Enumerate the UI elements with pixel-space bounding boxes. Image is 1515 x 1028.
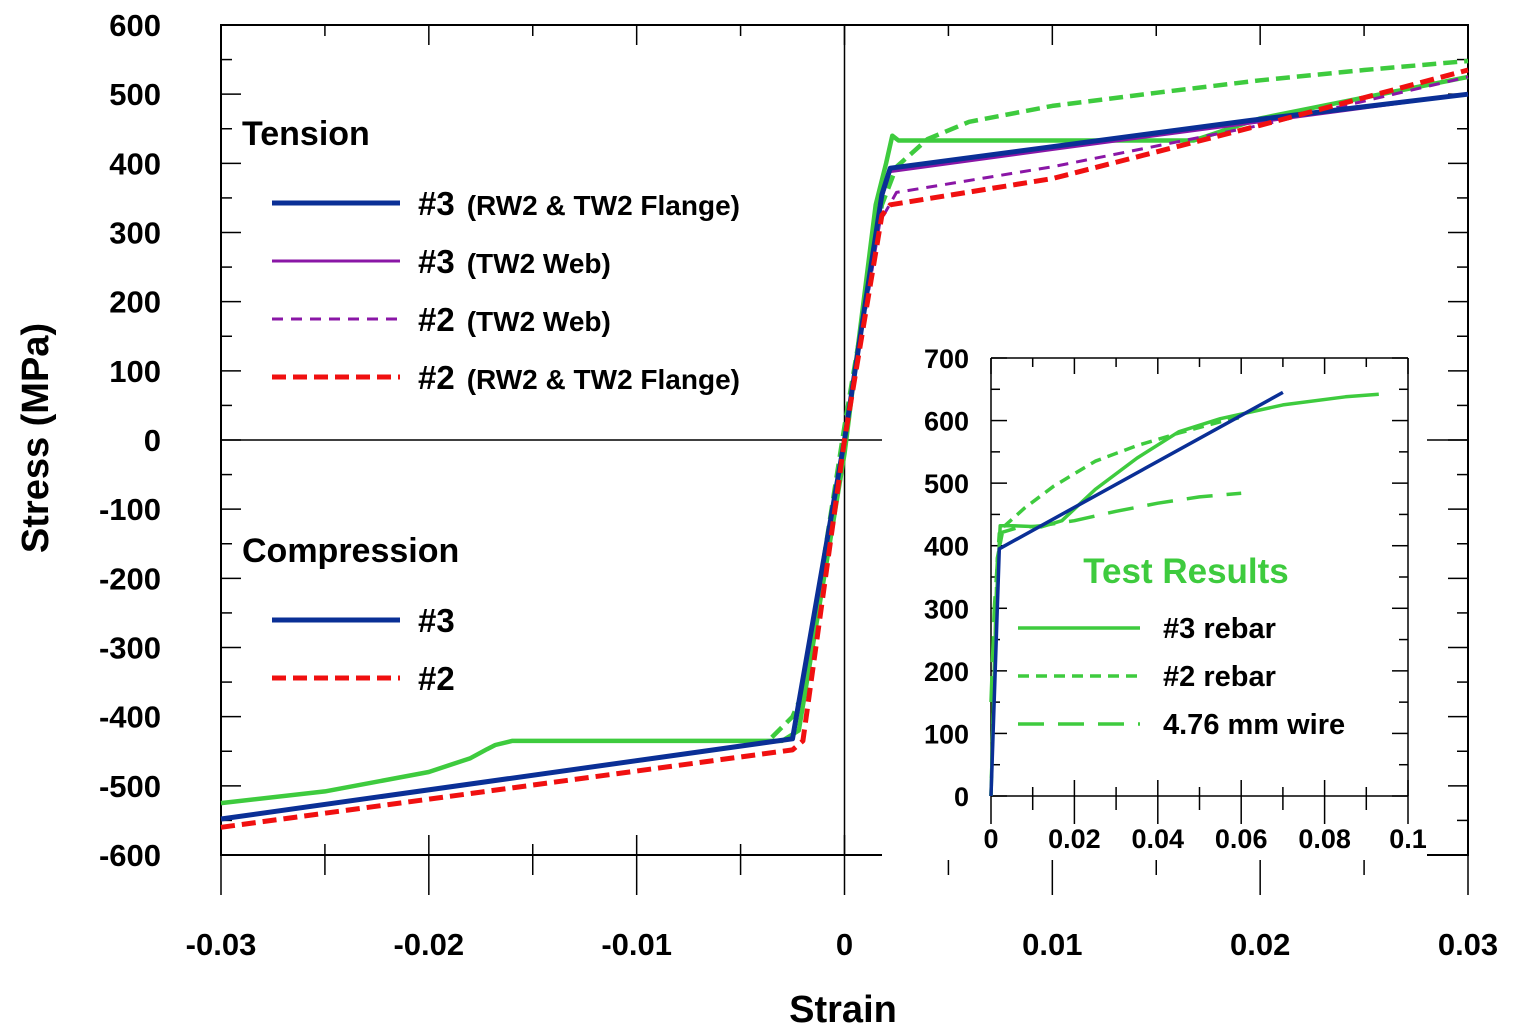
y-tick-label: 100 xyxy=(109,354,161,389)
x-axis-title: Strain xyxy=(789,989,897,1028)
inset-series-line xyxy=(989,392,1379,797)
series-line xyxy=(220,91,1469,822)
y-tick-label: -100 xyxy=(99,492,161,527)
inset-y-tick-label: 100 xyxy=(924,719,969,749)
inset-series-line xyxy=(989,390,1284,797)
x-tick-label: 0.01 xyxy=(1022,927,1082,962)
inset-y-tick-label: 0 xyxy=(954,782,969,812)
legend-label: #2 (TW2 Web) xyxy=(418,301,611,338)
legend-heading: Compression xyxy=(242,532,459,570)
y-tick-label: -200 xyxy=(99,561,161,596)
legend-label: #3 (RW2 & TW2 Flange) xyxy=(418,185,740,222)
y-tick-label: 300 xyxy=(109,216,161,251)
inset-x-tick-label: 0.08 xyxy=(1298,824,1351,854)
legend-label: #2 (RW2 & TW2 Flange) xyxy=(418,359,740,396)
inset-y-tick-label: 600 xyxy=(924,407,969,437)
x-tick-label: 0.03 xyxy=(1438,927,1498,962)
x-tick-label: 0 xyxy=(836,927,853,962)
inset-plot: 700 600 500 400 300 200 100 00 0.02 0.04 0.06 0.08 0… xyxy=(882,340,1427,860)
inset-legend-label: #2 rebar xyxy=(1163,661,1276,693)
y-tick-label: -500 xyxy=(99,769,161,804)
y-tick-label: 500 xyxy=(109,77,161,112)
legend-label: #3 xyxy=(418,602,455,639)
inset-x-tick-label: 0.06 xyxy=(1215,824,1268,854)
inset-x-tick-label: 0.04 xyxy=(1132,824,1185,854)
x-tick-label: 0.02 xyxy=(1230,927,1290,962)
inset-y-tick-label: 400 xyxy=(924,532,969,562)
inset-x-tick-label: 0.02 xyxy=(1048,824,1101,854)
legend-heading: Tension xyxy=(242,115,370,153)
inset-legend-label: 4.76 mm wire xyxy=(1163,709,1345,741)
x-tick-label: -0.01 xyxy=(601,927,672,962)
inset-background xyxy=(882,340,1427,860)
inset-legend-label: #3 rebar xyxy=(1163,613,1276,645)
inset-x-tick-label: 0 xyxy=(983,824,998,854)
y-tick-label: 600 xyxy=(109,8,161,43)
inset-legend-title: Test Results xyxy=(1083,552,1289,591)
inset-series-line xyxy=(989,491,1242,703)
y-tick-label: -300 xyxy=(99,631,161,666)
y-tick-label: -600 xyxy=(99,838,161,873)
legend-label: #2 xyxy=(418,660,455,697)
y-tick-label: 400 xyxy=(109,146,161,181)
inset-y-tick-label: 200 xyxy=(924,657,969,687)
inset-x-tick-label: 0.1 xyxy=(1389,824,1427,854)
inset-y-tick-label: 700 xyxy=(924,344,969,374)
inset-y-tick-label: 500 xyxy=(924,469,969,499)
y-tick-label: 200 xyxy=(109,285,161,320)
y-axis-title: Stress (MPa) xyxy=(15,323,57,553)
y-tick-label: -400 xyxy=(99,700,161,735)
x-tick-label: -0.02 xyxy=(393,927,464,962)
main-plot: 600 500 400 300 200 100 0 -100 -200 -300 -400 -500 -… xyxy=(99,8,1498,962)
series-line xyxy=(843,75,1469,441)
inset-series-line xyxy=(989,415,1242,797)
y-tick-label: 0 xyxy=(144,423,161,458)
legend-label: #3 (TW2 Web) xyxy=(418,243,611,280)
x-tick-label: -0.03 xyxy=(186,927,257,962)
inset-y-tick-label: 300 xyxy=(924,594,969,624)
series-line xyxy=(220,67,1469,830)
